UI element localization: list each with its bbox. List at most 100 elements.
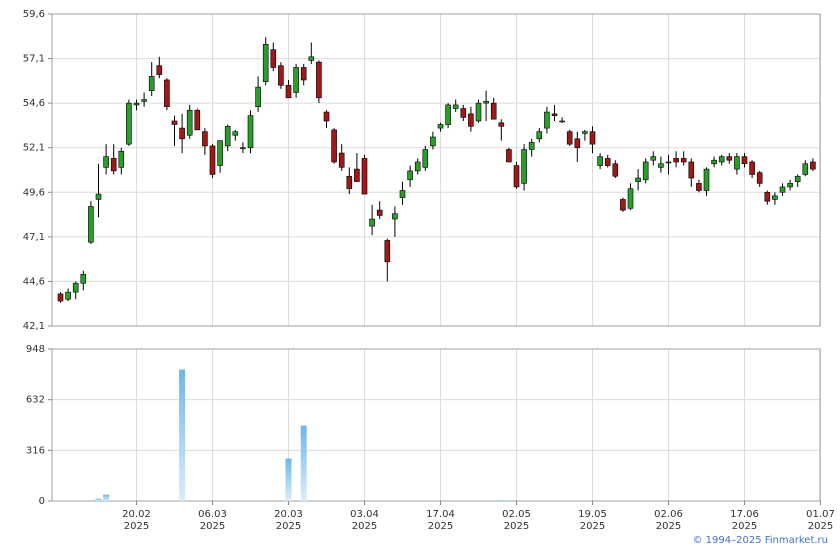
- candle-body: [369, 218, 375, 227]
- volume-frame: [51, 348, 821, 502]
- candle-body: [756, 172, 763, 184]
- price-tick-label: 44,6: [23, 276, 45, 287]
- candle-body: [95, 193, 102, 200]
- candle-body: [422, 149, 429, 168]
- candle-body: [232, 131, 239, 136]
- x-axis: 20.02202506.03202520.03202503.04202517.0…: [122, 501, 835, 532]
- candle-body: [217, 140, 223, 166]
- candle-body: [72, 282, 79, 293]
- candle-body: [156, 65, 163, 75]
- candle-body: [620, 199, 626, 211]
- candle-body: [255, 86, 261, 108]
- price-frame: [51, 13, 821, 327]
- candle-body: [88, 206, 94, 243]
- x-tick-label: 19.05: [578, 509, 607, 520]
- candle-body: [316, 61, 322, 99]
- candle-body: [262, 44, 269, 83]
- x-tick-year: 2025: [428, 521, 453, 532]
- candle-body: [452, 104, 459, 109]
- price-tick-label: 59,6: [23, 9, 45, 20]
- candle-body: [673, 158, 679, 163]
- candle-body: [574, 138, 581, 149]
- candle-body: [521, 149, 527, 184]
- candle-body: [179, 127, 185, 140]
- candle-body: [399, 190, 406, 198]
- candle-body: [285, 85, 292, 99]
- x-tick-label: 06.03: [198, 509, 227, 520]
- candle-body: [194, 109, 201, 131]
- price-tick-label: 54,6: [23, 98, 45, 109]
- x-tick-year: 2025: [352, 521, 377, 532]
- volume-bar: [95, 498, 102, 501]
- candle-body: [437, 124, 444, 129]
- candle-body: [224, 126, 231, 147]
- candle-body: [551, 113, 558, 116]
- candle-body: [787, 183, 793, 188]
- candle-body: [57, 293, 64, 302]
- candle-body: [414, 161, 421, 172]
- x-tick-year: 2025: [276, 521, 301, 532]
- candle-body: [376, 209, 383, 216]
- x-tick-label: 17.04: [426, 509, 455, 520]
- candle-body: [80, 273, 87, 284]
- candle-body: [430, 136, 436, 147]
- x-tick-year: 2025: [504, 521, 529, 532]
- price-tick-label: 52,1: [23, 143, 45, 154]
- volume-tick-label: 316: [26, 445, 45, 456]
- candle-body: [528, 142, 535, 150]
- x-tick-label: 20.02: [122, 509, 151, 520]
- candle-body: [323, 111, 330, 122]
- candle-body: [186, 109, 193, 136]
- candle-body: [749, 161, 755, 175]
- x-tick-label: 03.04: [350, 509, 379, 520]
- candle-body: [597, 156, 603, 166]
- candle-body: [300, 67, 307, 81]
- candle-body: [483, 101, 489, 104]
- candle-body: [293, 67, 299, 93]
- candle-body: [171, 120, 178, 125]
- candle-body: [513, 165, 520, 188]
- candle-body: [680, 158, 687, 163]
- x-tick-year: 2025: [580, 521, 605, 532]
- x-tick-label: 17.06: [730, 509, 759, 520]
- candle-body: [338, 152, 345, 168]
- candle-body: [764, 191, 771, 202]
- volume-bar: [103, 494, 110, 501]
- candle-body: [354, 168, 360, 182]
- volume-tick-label: 948: [26, 344, 45, 355]
- candle-body: [658, 163, 664, 168]
- candle-body: [734, 156, 740, 170]
- volume-tick-label: 632: [26, 395, 45, 406]
- candle-body: [407, 170, 413, 181]
- candle-body: [110, 158, 117, 172]
- candle-body: [384, 240, 391, 263]
- candle-body: [202, 131, 208, 147]
- candle-body: [627, 188, 634, 209]
- candle-body: [718, 156, 725, 163]
- candle-body: [711, 159, 717, 165]
- candle-body: [240, 147, 246, 150]
- candle-body: [392, 213, 398, 220]
- candle-body: [498, 122, 505, 127]
- x-tick-year: 2025: [808, 521, 833, 532]
- copyright-credit[interactable]: © 1994–2025 Finmarket.ru: [692, 535, 828, 546]
- candle-body: [346, 175, 353, 190]
- candle-body: [688, 161, 695, 179]
- candle-body: [103, 156, 109, 168]
- candle-body: [536, 131, 543, 140]
- candle-body: [794, 175, 801, 182]
- price-panel: 42,1 44,6 47,1 49,6 52,1 54,6 57,1 59,6: [23, 9, 821, 332]
- volume-bar: [285, 458, 292, 501]
- candle-body: [65, 291, 71, 300]
- candle-body: [726, 156, 733, 161]
- x-tick-label: 20.03: [274, 509, 303, 520]
- candle-body: [802, 163, 809, 175]
- candle-body: [779, 186, 786, 193]
- candle-body: [635, 177, 641, 182]
- volume-panel: 0 316 632 948: [26, 344, 821, 507]
- candle-body: [741, 156, 748, 165]
- candle-body: [278, 65, 284, 86]
- candle-body: [164, 79, 170, 108]
- candle-body: [604, 158, 611, 166]
- price-tick-label: 42,1: [23, 321, 45, 332]
